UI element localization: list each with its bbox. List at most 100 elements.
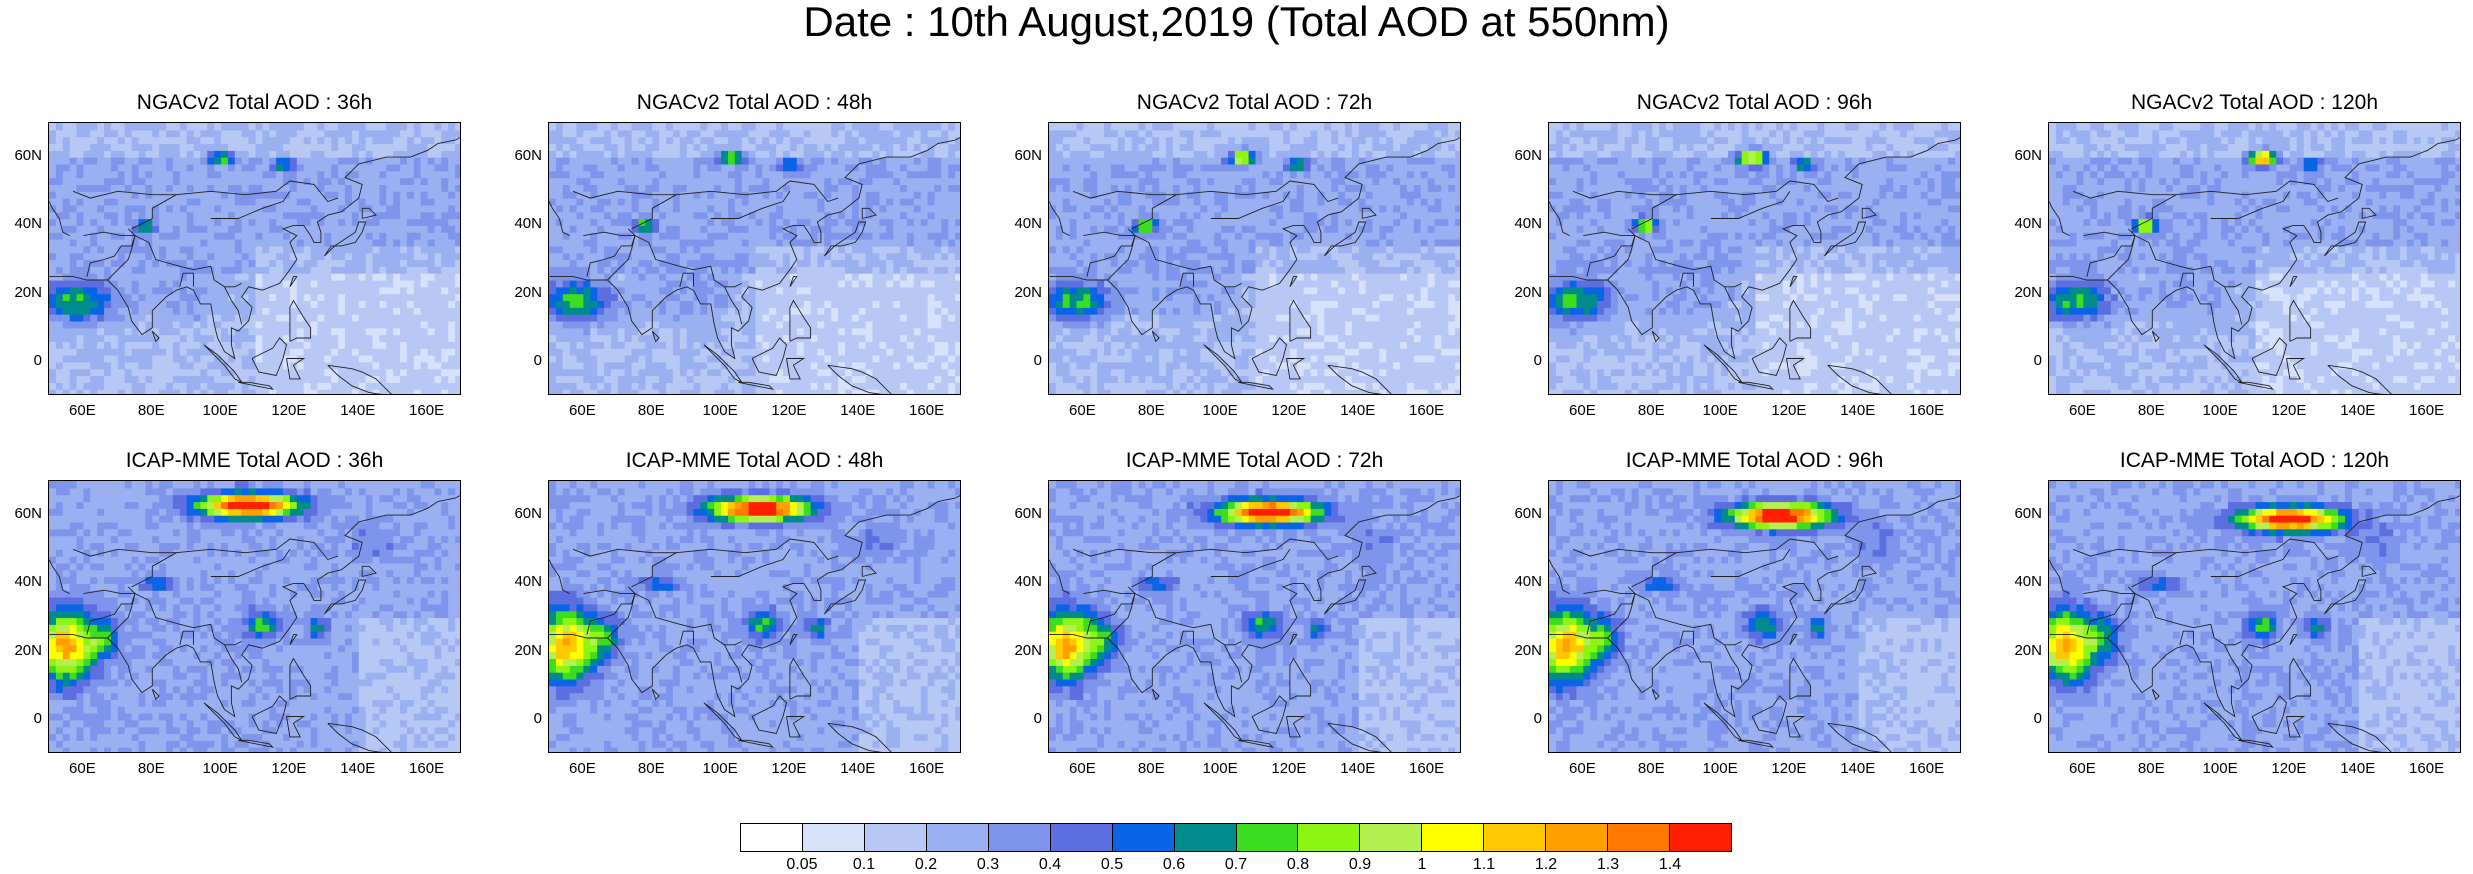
colorbar-label: 0.1 — [839, 857, 889, 873]
lat-tick-label: 60N — [2002, 148, 2042, 164]
coastline — [1327, 722, 1392, 752]
lat-tick-label: 40N — [1502, 574, 1542, 590]
coastline — [289, 276, 298, 288]
coastline — [2131, 194, 2177, 230]
colorbar-cell — [988, 824, 1051, 851]
panel-title: ICAP-MME Total AOD : 72h — [1048, 449, 1461, 473]
lon-tick-label: 100E — [195, 403, 245, 419]
colorbar-label: 0.3 — [963, 857, 1013, 873]
coastline — [786, 716, 806, 738]
coastline — [224, 644, 243, 683]
coastline — [2289, 657, 2312, 700]
lon-tick-label: 140E — [1833, 761, 1883, 777]
coastline — [1827, 364, 1892, 394]
lon-tick-label: 120E — [1764, 761, 1814, 777]
coastline — [1861, 207, 1877, 219]
colorbar-label: 0.05 — [777, 857, 827, 873]
panel-title: ICAP-MME Total AOD : 36h — [48, 449, 461, 473]
lon-tick-label: 60E — [57, 403, 107, 419]
lon-tick-label: 160E — [2402, 403, 2452, 419]
coastline — [1251, 337, 1287, 377]
coastline — [1823, 579, 1867, 615]
lon-tick-label: 140E — [1833, 403, 1883, 419]
coastline — [1607, 593, 1636, 639]
map-panel: NGACv2 Total AOD : 120h 60N 40N 20N 0 60E 80E 1… — [2000, 91, 2470, 431]
map-panel: NGACv2 Total AOD : 72h 60N 40N 20N 0 60E 80E 10… — [1000, 91, 1470, 431]
lat-tick-label: 60N — [2, 148, 42, 164]
coastline — [1607, 235, 1636, 281]
coastline — [2151, 688, 2160, 701]
coastline — [1131, 194, 1177, 230]
coastline — [549, 201, 570, 237]
coastline — [323, 579, 367, 615]
panel-title: NGACv2 Total AOD : 36h — [48, 91, 461, 115]
lon-tick-label: 80E — [1126, 761, 1176, 777]
panel-title: ICAP-MME Total AOD : 120h — [2048, 449, 2461, 473]
panel-title: NGACv2 Total AOD : 72h — [1048, 91, 1461, 115]
coastline — [827, 364, 892, 394]
coastline — [210, 191, 291, 219]
colorbar-label: 1 — [1397, 857, 1447, 873]
lat-tick-label: 20N — [2002, 642, 2042, 659]
lat-tick-label: 40N — [2, 574, 42, 590]
coastline — [823, 221, 867, 257]
coastline — [572, 538, 839, 561]
coastline — [323, 221, 367, 257]
lat-tick-label: 0 — [2, 352, 42, 369]
colorbar-cell — [802, 824, 865, 851]
coastline — [127, 586, 242, 646]
colorbar-cell — [864, 824, 927, 851]
coastline — [72, 538, 339, 561]
coastline — [607, 235, 636, 281]
coastline — [2251, 695, 2287, 735]
lon-tick-label: 160E — [902, 403, 952, 419]
coastline — [751, 337, 787, 377]
coastline — [2179, 272, 2194, 287]
coastline — [1583, 231, 1636, 277]
coastline — [2127, 228, 2242, 288]
coastline — [2083, 589, 2136, 635]
coastline — [1203, 702, 1244, 742]
coastline — [607, 593, 636, 639]
lon-tick-label: 160E — [402, 761, 452, 777]
coastline — [83, 231, 136, 277]
coastline — [1049, 137, 1460, 360]
lat-tick-label: 20N — [2, 284, 42, 301]
coastline — [2107, 235, 2136, 281]
colorbar-cell — [1360, 824, 1423, 851]
coastline — [1789, 276, 1798, 288]
aod-field — [2049, 481, 2460, 752]
coastline — [1289, 657, 1312, 700]
map-panel: ICAP-MME Total AOD : 48h 60N 40N 20N 0 60E 80E… — [500, 449, 970, 789]
coastline — [1127, 586, 1242, 646]
coastline — [1224, 644, 1243, 683]
lon-tick-label: 120E — [764, 403, 814, 419]
map-panel: ICAP-MME Total AOD : 72h 60N 40N 20N 0 60E 80E… — [1000, 449, 1470, 789]
lat-tick-label: 0 — [1502, 710, 1542, 727]
coastline — [286, 716, 306, 738]
coastline — [2289, 634, 2298, 646]
lon-tick-label: 100E — [695, 403, 745, 419]
lon-tick-label: 120E — [1764, 403, 1814, 419]
coastline — [1107, 593, 1136, 639]
coastline — [107, 593, 136, 639]
lon-tick-label: 160E — [1902, 761, 1952, 777]
coastline — [2327, 364, 2392, 394]
aod-field — [549, 123, 960, 394]
colorbar-cell — [1236, 824, 1299, 851]
lat-tick-label: 20N — [1002, 642, 1042, 659]
lon-tick-label: 100E — [1195, 761, 1245, 777]
map-frame — [1548, 480, 1961, 753]
coastline — [327, 364, 392, 394]
lat-tick-label: 0 — [1002, 710, 1042, 727]
lat-tick-label: 40N — [1002, 574, 1042, 590]
coastline — [151, 330, 160, 343]
lon-tick-label: 80E — [626, 761, 676, 777]
lat-tick-label: 0 — [2002, 352, 2042, 369]
lat-tick-label: 20N — [1502, 642, 1542, 659]
coastline — [289, 634, 298, 646]
coastline — [1049, 559, 1070, 595]
lat-tick-label: 20N — [2002, 284, 2042, 301]
colorbar-cell — [1670, 824, 1731, 851]
coastline — [1127, 228, 1242, 288]
